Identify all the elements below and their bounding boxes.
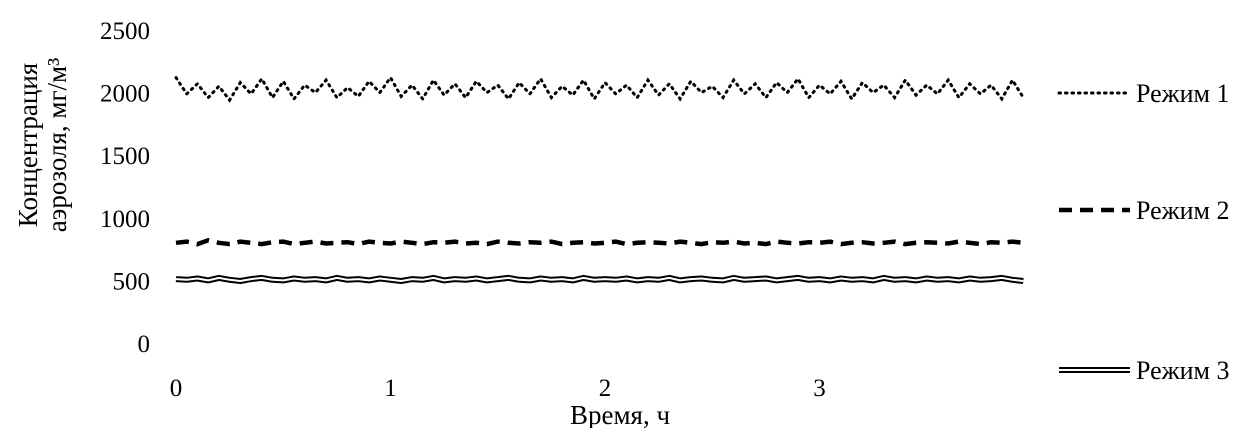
legend-label: Режим 2 [1136, 196, 1230, 225]
legend-label: Режим 1 [1136, 79, 1230, 108]
y-axis-title: Концентрация аэрозоля, мг/м³ [13, 58, 72, 232]
series-line [175, 237, 1024, 247]
legend-label: Режим 3 [1136, 356, 1230, 385]
x-axis-title: Время, ч [570, 400, 670, 428]
series-line [174, 74, 1025, 103]
series-line-inner [175, 276, 1024, 282]
legend-entry: Режим 1 [1057, 79, 1230, 108]
legend-entry: Режим 2 [1059, 196, 1230, 225]
y-tick-label: 500 [113, 268, 151, 295]
y-axis-title-line-1: Концентрация [13, 63, 43, 227]
x-tick-label: 2 [599, 375, 612, 402]
legend-entry: Режим 3 [1059, 356, 1230, 385]
y-tick-label: 0 [138, 331, 151, 358]
x-tick-label: 1 [384, 375, 397, 402]
series-2 [175, 237, 1024, 247]
x-tick-label: 0 [170, 375, 183, 402]
x-tick-label: 3 [813, 375, 826, 402]
y-tick-label: 1000 [100, 206, 150, 233]
y-tick-label: 2000 [100, 81, 150, 108]
series-1 [174, 74, 1025, 103]
y-axis-title-line-2: аэрозоля, мг/м³ [42, 58, 72, 232]
series-3 [175, 274, 1024, 284]
legend: Режим 1 Режим 2 Режим 3 [1057, 79, 1230, 385]
series-layer [174, 74, 1025, 284]
y-tick-label: 2500 [100, 18, 150, 45]
y-tick-label: 1500 [100, 143, 150, 170]
y-axis-ticks: 0 500 1000 1500 2000 2500 [100, 18, 150, 358]
x-axis-ticks: 0 1 2 3 [170, 375, 826, 402]
